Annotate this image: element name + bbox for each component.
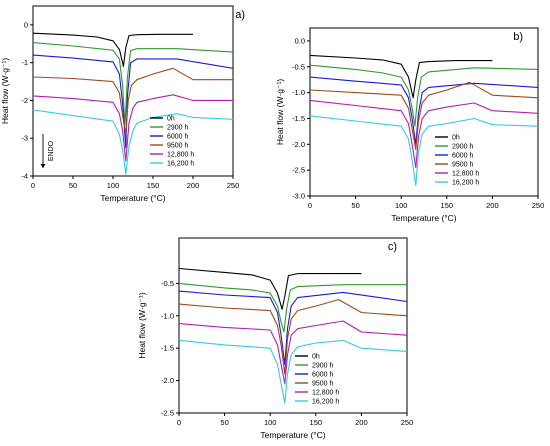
chart-a-svg: 0 50 100 150 200 250 0 -1 -2 -3 -4 Temperature (°C)… — [0, 5, 245, 203]
x-axis-label: Temperature (°C) — [100, 193, 165, 203]
y-axis-label: Heat flow (W·g⁻¹) — [0, 58, 10, 125]
x-tick-label: 250 — [401, 418, 414, 427]
panel-label: c) — [388, 241, 397, 253]
legend-label-2: 2900 h — [452, 144, 474, 151]
x-tick-label: 200 — [187, 181, 200, 190]
chart-c-svg: 0 50 100 150 200 250 -0.5 -1.0 -1.5 -2.0 -2.5 Tempe… — [137, 237, 414, 440]
legend-label-4: 9500 h — [312, 381, 334, 388]
x-tick-label: 150 — [441, 201, 454, 210]
legend-label-3: 6000 h — [167, 134, 189, 141]
panel-label: a) — [235, 9, 245, 21]
chart-panel-a: 0 50 100 150 200 250 0 -1 -2 -3 -4 Temperature (°C)… — [0, 0, 270, 225]
series-line-1 — [33, 32, 193, 67]
y-tick-label: -2.5 — [292, 166, 305, 175]
y-tick-label: -2.0 — [161, 376, 174, 385]
x-tick-label: 250 — [532, 201, 545, 210]
plot-frame — [32, 5, 234, 177]
series-line-3 — [310, 76, 538, 145]
y-tick-label: -0.5 — [292, 62, 305, 71]
legend-label-6: 16,200 h — [452, 180, 479, 187]
legend-label-6: 16,200 h — [167, 161, 194, 168]
legend: 0h 2900 h 6000 h 9500 h 12,800 h 16,200 h — [150, 116, 194, 168]
legend-label-1: 0h — [452, 135, 460, 142]
y-tick-label: 0.0 — [295, 36, 305, 45]
series-line-5 — [33, 94, 233, 162]
legend-label-2: 2900 h — [167, 125, 189, 132]
legend-label-4: 9500 h — [452, 162, 474, 169]
y-tick-label: -2.5 — [161, 409, 174, 418]
x-tick-label: 0 — [31, 181, 35, 190]
y-tick-label: -3 — [21, 134, 28, 143]
x-tick-label: 50 — [351, 201, 359, 210]
y-tick-label: -1.0 — [292, 88, 305, 97]
endo-arrow-head — [40, 164, 46, 168]
x-tick-label: 100 — [107, 181, 120, 190]
y-tick-label: -1 — [21, 58, 28, 67]
series-line-4 — [310, 81, 538, 151]
series-line-1 — [179, 267, 362, 310]
series-line-4 — [33, 67, 233, 135]
legend-label-1: 0h — [167, 116, 175, 123]
x-tick-label: 100 — [264, 418, 277, 427]
y-tick-label: -1.5 — [161, 344, 174, 353]
series-line-6 — [179, 339, 407, 404]
x-tick-label: 200 — [355, 418, 368, 427]
series-line-2 — [310, 64, 538, 127]
legend-label-4: 9500 h — [167, 143, 189, 150]
y-tick-label: 0 — [24, 20, 28, 29]
legend-label-5: 12,800 h — [452, 171, 479, 178]
y-axis-label: Heat flow (W·g⁻¹) — [275, 79, 285, 146]
y-tick-label: -3.0 — [292, 192, 305, 201]
plot-frame — [178, 237, 408, 414]
y-tick-label: -4 — [21, 172, 28, 181]
panel-label: b) — [513, 31, 523, 43]
series-line-3 — [179, 290, 407, 365]
x-tick-label: 200 — [486, 201, 499, 210]
x-tick-label: 50 — [220, 418, 228, 427]
legend: 0h 2900 h 6000 h 9500 h 12,800 h 16,200 h — [435, 135, 479, 187]
legend-label-3: 6000 h — [452, 153, 474, 160]
legend-label-5: 12,800 h — [312, 390, 339, 397]
chart-panel-b: 0 50 100 150 200 250 0.0 -0.5 -1.0 -1.5 -2.0 -2.5 -3… — [275, 20, 550, 225]
series-line-5 — [179, 320, 407, 385]
x-tick-label: 150 — [147, 181, 160, 190]
y-tick-label: -2 — [21, 96, 28, 105]
series-line-5 — [310, 99, 538, 169]
series-line-2 — [33, 42, 233, 126]
x-tick-label: 50 — [69, 181, 77, 190]
y-tick-label: -2.0 — [292, 140, 305, 149]
y-axis-label: Heat flow (W·g⁻¹) — [137, 292, 147, 359]
legend-label-3: 6000 h — [312, 372, 334, 379]
chart-b-svg: 0 50 100 150 200 250 0.0 -0.5 -1.0 -1.5 -2.0 -2.5 -3… — [275, 27, 545, 223]
series-line-6 — [33, 109, 233, 175]
x-tick-label: 250 — [227, 181, 240, 190]
x-axis-label: Temperature (°C) — [391, 213, 456, 223]
legend-label-1: 0h — [312, 354, 320, 361]
legend: 0h 2900 h 6000 h 9500 h 12,800 h 16,200 h — [295, 354, 339, 406]
y-tick-label: -1.5 — [292, 114, 305, 123]
x-axis-label: Temperature (°C) — [260, 430, 325, 440]
series-line-4 — [179, 299, 407, 375]
y-tick-label: -0.5 — [161, 279, 174, 288]
x-tick-label: 0 — [177, 418, 181, 427]
legend-label-5: 12,800 h — [167, 152, 194, 159]
x-tick-label: 0 — [308, 201, 312, 210]
series-line-1 — [310, 54, 493, 99]
series-line-3 — [33, 54, 233, 149]
endo-annotation: ENDO — [48, 140, 55, 161]
x-tick-label: 100 — [395, 201, 408, 210]
legend-label-6: 16,200 h — [312, 399, 339, 406]
y-tick-label: -1.0 — [161, 311, 174, 320]
x-tick-label: 150 — [310, 418, 323, 427]
series-line-2 — [179, 282, 407, 333]
series-line-6 — [310, 115, 538, 187]
chart-panel-c: 0 50 100 150 200 250 -0.5 -1.0 -1.5 -2.0 -2.5 Tempe… — [135, 230, 420, 445]
legend-label-2: 2900 h — [312, 363, 334, 370]
plot-frame — [309, 27, 539, 197]
